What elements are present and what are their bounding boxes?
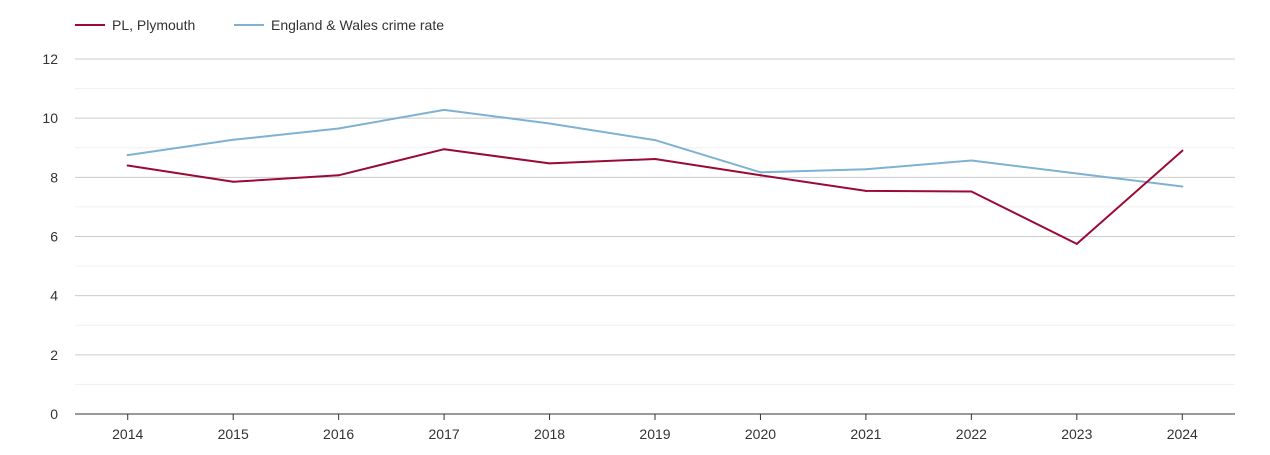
data-point-plymouth[interactable] [970, 190, 973, 193]
y-tick-label: 10 [42, 110, 58, 126]
x-tick-label: 2015 [218, 426, 249, 442]
data-point-plymouth[interactable] [1181, 149, 1184, 152]
data-point-plymouth[interactable] [337, 174, 340, 177]
data-point-plymouth[interactable] [126, 164, 129, 167]
legend-label-england-wales: England & Wales crime rate [271, 17, 444, 33]
gridlines [75, 58, 1235, 385]
y-tick-label: 12 [42, 51, 58, 67]
x-tick-label: 2021 [850, 426, 881, 442]
x-tick-label: 2018 [534, 426, 565, 442]
series-lines [126, 108, 1184, 245]
data-point-england-wales[interactable] [1181, 185, 1184, 188]
data-point-england-wales[interactable] [232, 138, 235, 141]
data-point-plymouth[interactable] [1075, 242, 1078, 245]
x-tick-label: 2024 [1167, 426, 1198, 442]
x-tick-label: 2023 [1061, 426, 1092, 442]
x-tick-label: 2022 [956, 426, 987, 442]
data-point-plymouth[interactable] [548, 162, 551, 165]
y-tick-label: 2 [50, 347, 58, 363]
legend-item-england-wales[interactable]: England & Wales crime rate [234, 17, 444, 33]
data-point-england-wales[interactable] [548, 122, 551, 125]
data-point-plymouth[interactable] [759, 174, 762, 177]
data-point-plymouth[interactable] [443, 148, 446, 151]
data-point-england-wales[interactable] [759, 171, 762, 174]
legend: PL, Plymouth England & Wales crime rate [75, 17, 444, 33]
x-tick-label: 2017 [429, 426, 460, 442]
series-line-plymouth[interactable] [126, 148, 1184, 245]
y-tick-label: 8 [50, 169, 58, 185]
x-tick-label: 2020 [745, 426, 776, 442]
data-point-england-wales[interactable] [864, 168, 867, 171]
data-point-plymouth[interactable] [232, 180, 235, 183]
data-point-england-wales[interactable] [443, 108, 446, 111]
y-tick-label: 0 [50, 406, 58, 422]
legend-label-plymouth: PL, Plymouth [112, 17, 195, 33]
legend-item-plymouth[interactable]: PL, Plymouth [75, 17, 195, 33]
data-point-plymouth[interactable] [864, 189, 867, 192]
x-tick-label: 2019 [639, 426, 670, 442]
data-point-plymouth[interactable] [654, 157, 656, 160]
data-point-england-wales[interactable] [1075, 172, 1078, 175]
data-point-england-wales[interactable] [654, 139, 656, 142]
data-point-england-wales[interactable] [126, 154, 129, 157]
data-point-england-wales[interactable] [970, 159, 973, 162]
y-tick-label: 4 [50, 288, 58, 304]
axes: 0 2 4 6 8 10 12 2014 2015 2016 2017 2018 2019 2020 202… [42, 51, 1235, 442]
y-tick-label: 6 [50, 229, 58, 245]
data-point-england-wales[interactable] [337, 127, 340, 130]
x-tick-label: 2014 [112, 426, 143, 442]
x-tick-label: 2016 [323, 426, 354, 442]
